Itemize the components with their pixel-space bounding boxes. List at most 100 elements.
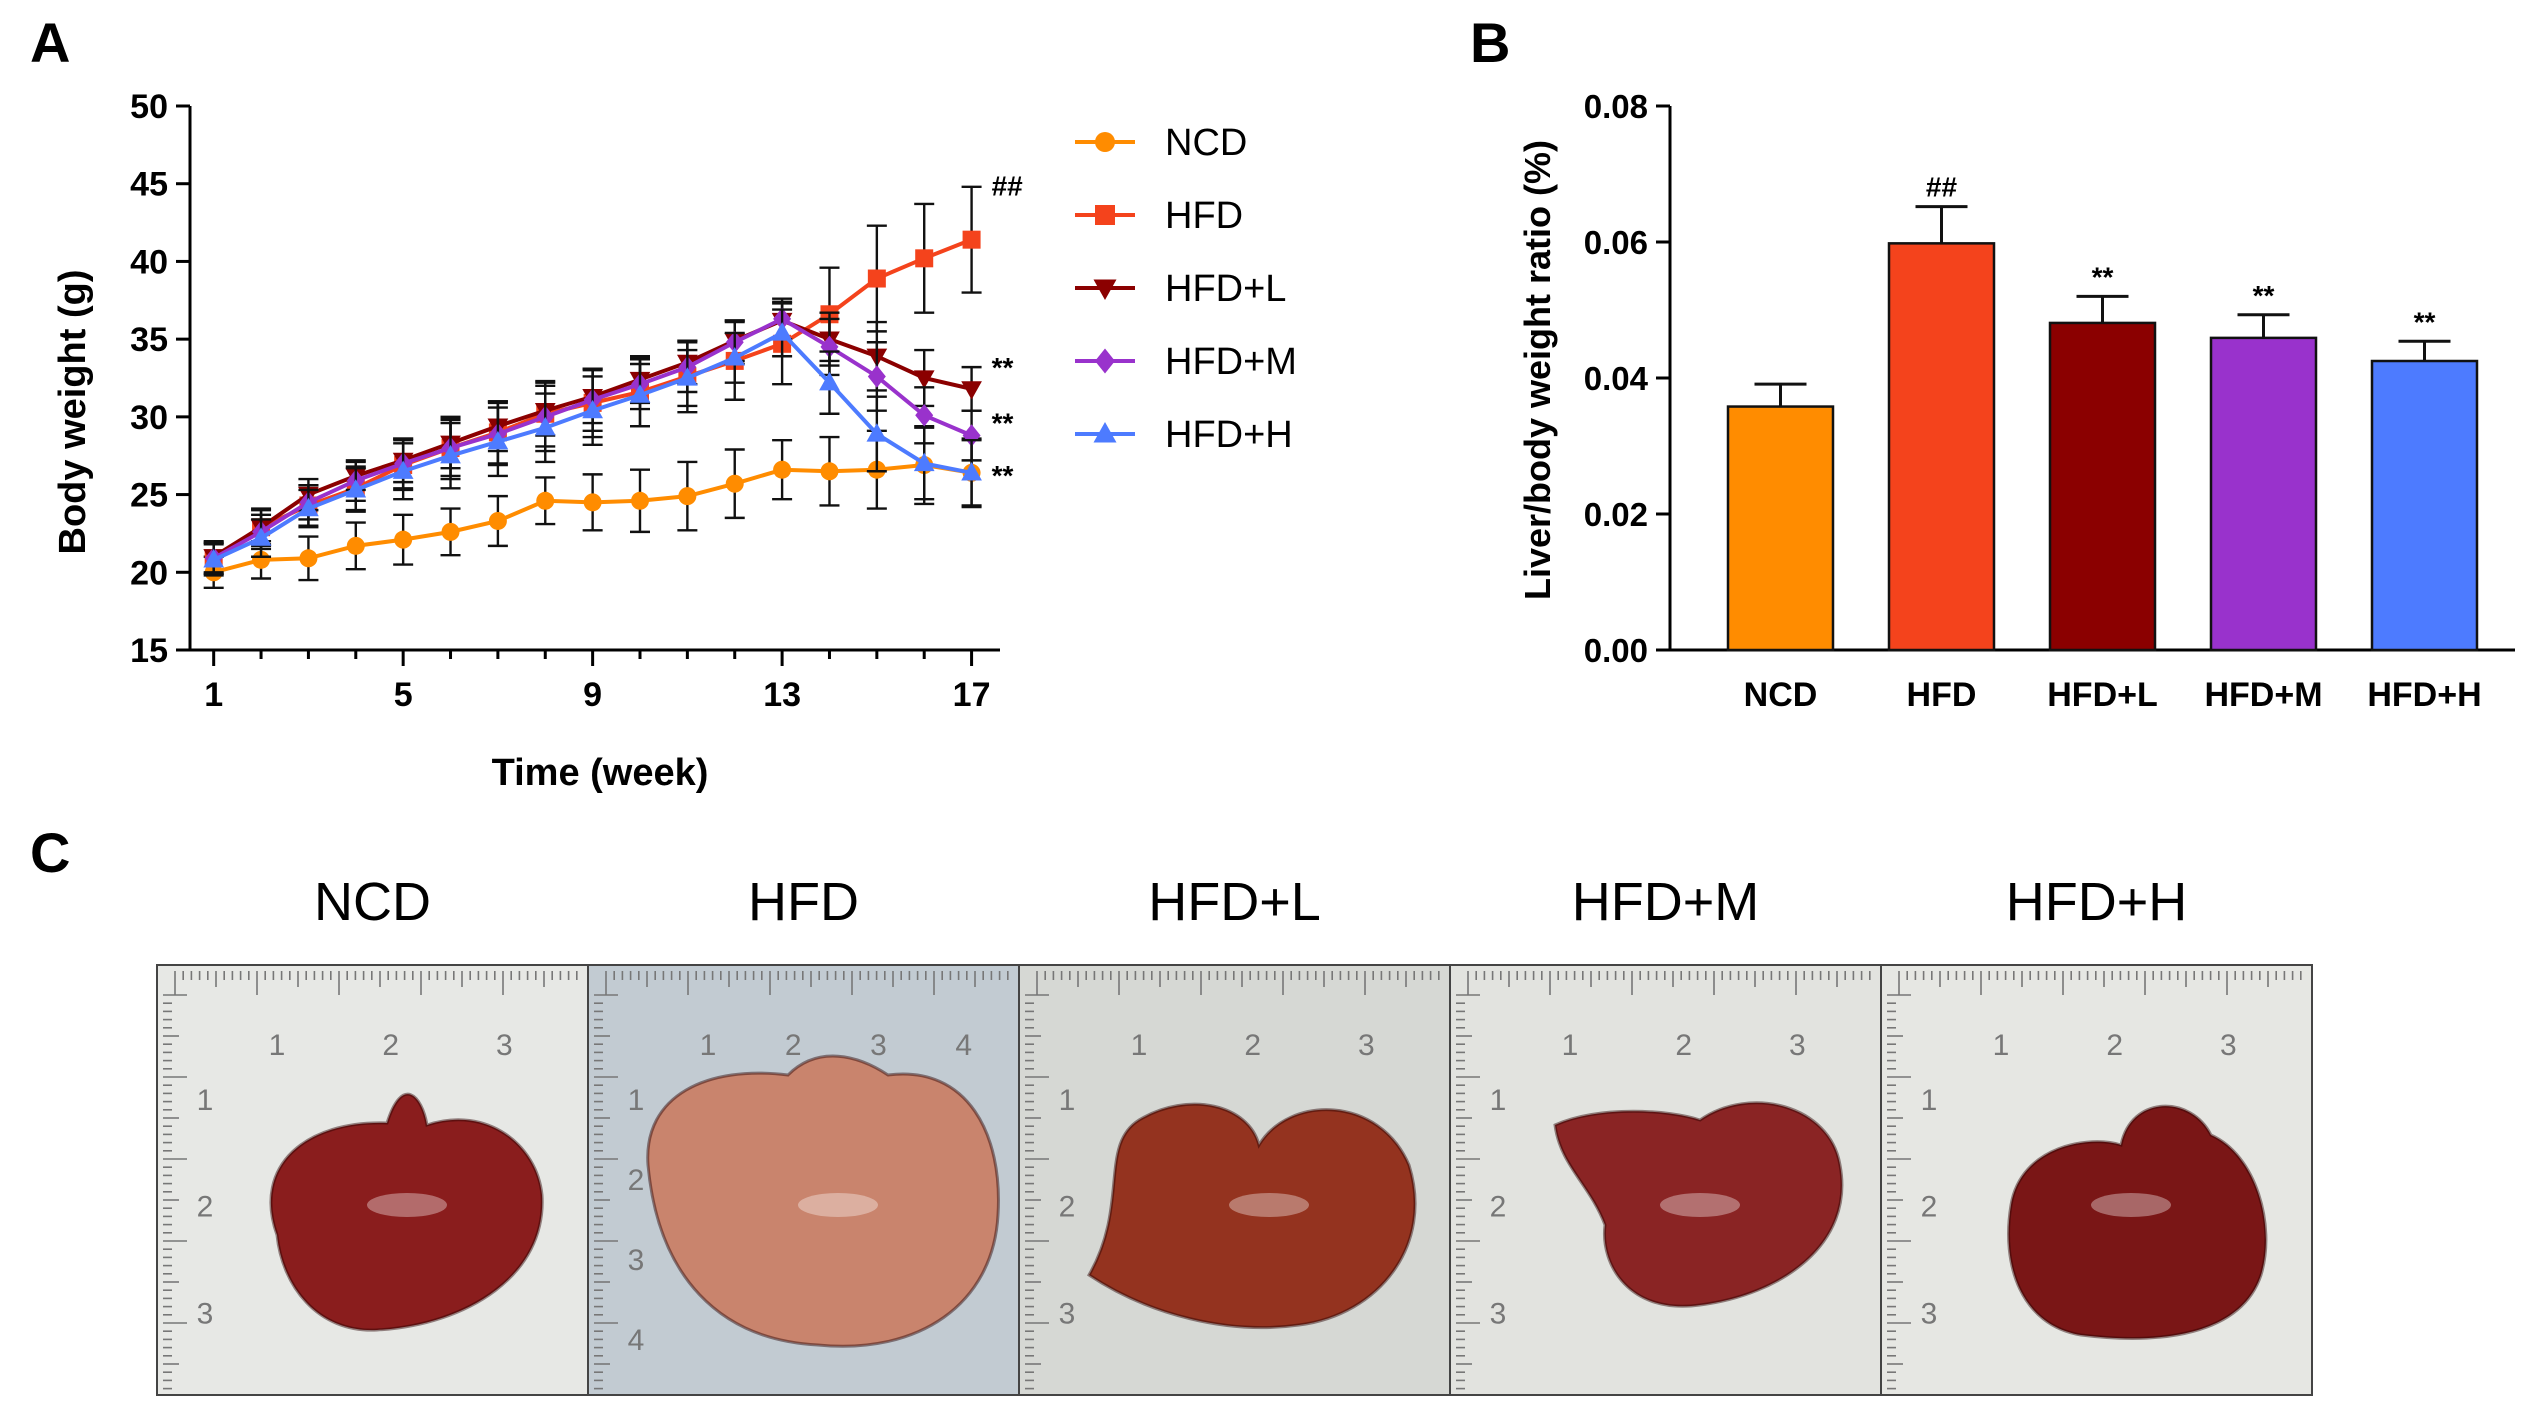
y-tick-label: 35 [130,321,168,359]
significance-mark: ** [992,408,1014,439]
legend-marker [1095,205,1115,225]
liver-illustration [269,1092,544,1332]
ruler-number: 2 [382,1029,399,1062]
x-tick-label: 17 [953,676,991,714]
data-point [724,346,746,366]
liver-highlight [798,1193,878,1217]
panel-label-c: C [30,821,70,884]
significance-mark: ** [992,460,1014,491]
data-point [866,423,888,442]
legend-label: HFD+M [1165,341,1297,383]
bar-y-tick-label: 0.02 [1584,496,1648,533]
data-point [629,384,651,403]
ruler-number: 1 [1059,1084,1076,1117]
data-point [488,511,507,530]
bar-category-label: HFD+M [2204,676,2322,714]
series-ncd [203,424,982,590]
significance-mark: ** [992,352,1014,383]
liver-illustration [1553,1101,1844,1308]
data-point [913,370,935,389]
photo-label: NCD [314,872,431,932]
ruler-number: 1 [197,1084,214,1117]
liver-shape [1553,1101,1844,1308]
data-point [203,549,225,568]
bar-significance-mark: ** [2414,306,2436,337]
ruler-number: 1 [1993,1029,2010,1062]
x-axis-title: Time (week) [492,752,709,794]
legend-label: HFD+L [1165,268,1286,310]
y-axis-title: Body weight (g) [52,270,94,555]
liver-illustration [2007,1104,2268,1340]
liver-photo-hfd-h: HFD+H 1 2 3 1 2 3 [1880,872,2313,1396]
ruler-number: 2 [1675,1029,1692,1062]
ruler-number: 2 [785,1029,802,1062]
legend-marker [1095,348,1115,374]
liver-highlight [1229,1193,1309,1217]
bar-category-label: HFD [1907,676,1977,714]
ruler-number: 1 [1131,1029,1148,1062]
ruler-number: 2 [1244,1029,1261,1062]
data-point [961,462,982,481]
data-point [820,462,839,481]
liver-photo-hfd-m: HFD+M 1 2 3 1 2 3 [1449,872,1882,1396]
bar-y-tick-label: 0.06 [1584,224,1648,261]
ruler-number: 3 [1358,1029,1375,1062]
data-point [913,452,935,472]
data-point [346,536,365,555]
data-point [440,444,461,464]
ruler-number: 2 [1921,1191,1938,1224]
data-point [725,474,744,493]
liver-shape [1087,1102,1417,1330]
ruler-number: 3 [1789,1029,1806,1062]
photo-label: HFD+H [2006,872,2188,932]
bar-ncd [1726,405,1835,652]
bar-category-label: HFD+H [2367,676,2481,714]
bar-hfd-m [2209,336,2318,652]
ruler-number: 2 [1490,1191,1507,1224]
ruler-number: 1 [1490,1084,1507,1117]
ruler-number: 1 [269,1029,286,1062]
ruler-number: 3 [628,1244,645,1277]
x-tick-label: 1 [204,676,223,714]
data-point [867,269,886,288]
ruler-number: 4 [628,1324,645,1357]
photo-label: HFD+L [1148,872,1321,932]
y-tick-label: 25 [130,477,168,515]
photo-label: HFD [748,872,859,932]
legend-marker [1093,422,1117,443]
ruler-number: 2 [2106,1029,2123,1062]
data-point [394,530,413,549]
liver-highlight [367,1193,447,1217]
ruler-number: 1 [1562,1029,1579,1062]
liver-shape [269,1092,544,1332]
bar-category-label: NCD [1744,676,1818,714]
legend-marker [1095,132,1115,152]
data-point [298,497,319,517]
data-point [961,381,982,400]
y-tick-label: 20 [130,554,168,592]
ruler-number: 2 [1059,1191,1076,1224]
legend-label: HFD [1165,195,1243,237]
liver-photo-hfd: HFD 1 2 3 4 1 2 3 4 [587,872,1020,1396]
data-point [962,230,981,249]
liver-shape [2007,1104,2268,1340]
legend-label: HFD+H [1165,414,1293,456]
bar-hfd-h [2370,359,2479,652]
ruler-number: 3 [870,1029,887,1062]
x-tick-label: 13 [763,676,801,714]
ruler-number: 1 [1921,1084,1938,1117]
liver-photo-ncd: NCD 1 2 3 1 2 3 [156,872,589,1396]
ruler-number: 1 [628,1084,645,1117]
liver-highlight [2091,1193,2171,1217]
data-point [487,430,509,450]
significance-mark: ## [992,171,1024,202]
data-point [441,522,460,541]
ruler-number: 4 [955,1029,972,1062]
ruler-number: 3 [1921,1297,1938,1330]
ruler-number: 3 [1490,1297,1507,1330]
legend: NCD HFD HFD+L HFD+M HFD+H [1075,122,1297,456]
data-point [534,416,556,436]
data-point [582,399,603,419]
data-point [867,365,886,388]
